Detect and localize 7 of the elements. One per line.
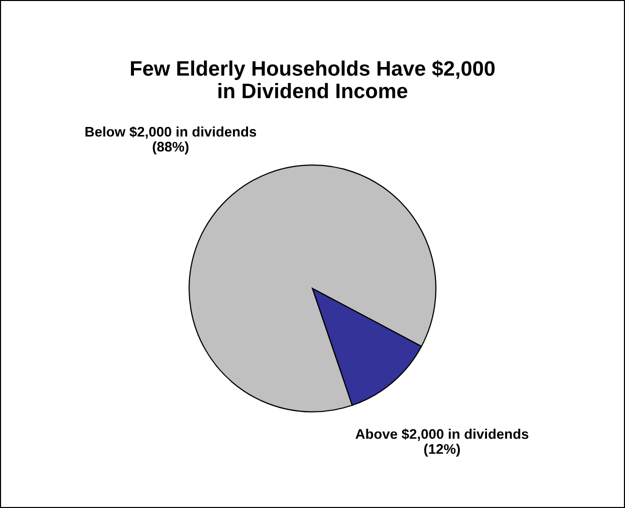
data-label: (88%): [152, 141, 188, 154]
pie-slice: [188, 164, 436, 412]
pie-slice: [312, 288, 422, 406]
slice-label: Above $2,000 in dividends: [356, 428, 528, 441]
slice-label: Below $2,000 in dividends: [85, 126, 256, 139]
data-label: (12%): [424, 444, 460, 457]
chart-title: Few Elderly Households Have $2,000 in Dividend Income: [130, 60, 495, 98]
